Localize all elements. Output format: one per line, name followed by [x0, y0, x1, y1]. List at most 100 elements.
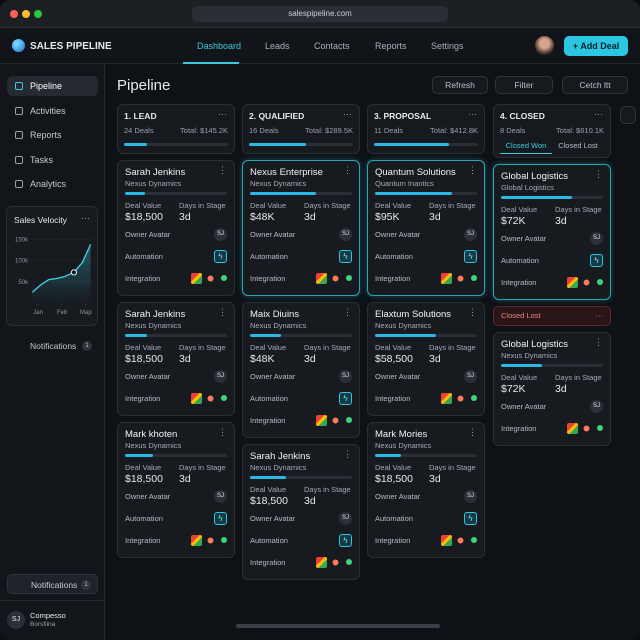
- hubspot-icon: [205, 272, 216, 284]
- menu-item[interactable]: Analytics: [7, 174, 98, 194]
- deal-card[interactable]: ⋮ Mark khoten Nexus Dynamics Deal Value $18,…: [117, 422, 235, 558]
- nav-item[interactable]: Settings: [431, 41, 464, 51]
- deal-card[interactable]: ⋮ Sarah Jenkins Nexus Dynamics Deal Value $1…: [117, 302, 235, 416]
- card-row: Owner Avatar SJ: [250, 507, 352, 529]
- menu-label: Reports: [30, 130, 62, 140]
- lost-menu[interactable]: ···: [595, 311, 604, 320]
- progress-fill: [250, 192, 317, 195]
- card-menu[interactable]: ⋮: [594, 169, 603, 179]
- column-stats: 11 Deals Total: $412.8K: [374, 126, 478, 135]
- automation-icon[interactable]: ϟ: [590, 253, 603, 267]
- progress-track: [125, 334, 227, 337]
- card-menu[interactable]: ⋮: [343, 165, 352, 175]
- column-menu[interactable]: ···: [343, 109, 352, 119]
- deal-field: Deal Value $72K: [501, 373, 555, 395]
- automation-icon[interactable]: ϟ: [464, 511, 477, 525]
- column-menu[interactable]: ···: [218, 109, 227, 119]
- menu-label: Pipeline: [30, 81, 63, 91]
- widget-menu[interactable]: ···: [81, 213, 90, 223]
- y-tick-label: 100k: [15, 259, 29, 265]
- column-menu[interactable]: ···: [594, 109, 603, 119]
- automation-icon[interactable]: ϟ: [339, 249, 352, 263]
- url-bar[interactable]: salespipeline.com: [192, 6, 448, 22]
- tab[interactable]: Closed Lost: [558, 141, 598, 150]
- card-menu[interactable]: ⋮: [218, 307, 227, 317]
- card-menu[interactable]: ⋮: [468, 427, 477, 437]
- field-label: Days in Stage: [304, 201, 351, 210]
- deal-card[interactable]: ⋮ Mark Mories Nexus Dynamics Deal Value $18,…: [367, 422, 485, 558]
- bottom-notifications[interactable]: Notifications 1: [7, 574, 98, 594]
- card-menu[interactable]: ⋮: [468, 307, 477, 317]
- field-label: Deal Value: [375, 201, 412, 210]
- gmail-icon: [441, 272, 452, 284]
- automation-icon[interactable]: ϟ: [214, 511, 227, 525]
- nav-item[interactable]: Reports: [375, 41, 407, 51]
- tab[interactable]: Closed Won: [500, 141, 552, 154]
- notifications[interactable]: Notifications 1: [7, 336, 98, 356]
- nav-item[interactable]: Contacts: [314, 41, 350, 51]
- row-label: Automation: [501, 255, 539, 265]
- days-value: 3d: [179, 211, 191, 223]
- velocity-point: [70, 269, 78, 276]
- column-menu[interactable]: ···: [468, 109, 477, 119]
- user-avatar[interactable]: [535, 36, 554, 55]
- card-row: Owner Avatar SJ: [125, 223, 227, 245]
- browser-bar: salespipeline.com: [0, 0, 640, 28]
- action-button[interactable]: Filter: [495, 76, 553, 94]
- menu-item[interactable]: Tasks: [7, 150, 98, 170]
- add-deal-button[interactable]: + Add Deal: [564, 36, 628, 56]
- nav-item[interactable]: Leads: [265, 41, 290, 51]
- column-progress: [249, 143, 353, 146]
- deal-card[interactable]: ⋮ Quantum Solutions Quantum Inantics Deal V…: [367, 160, 485, 296]
- row-label: Owner Avatar: [375, 371, 421, 381]
- action-button[interactable]: Cetch ltt: [562, 76, 628, 94]
- menu-item[interactable]: Activities: [7, 101, 98, 121]
- row-label: Integration: [250, 415, 286, 425]
- deal-card[interactable]: ⋮ Global Logistics Global Logistics Deal Va…: [493, 164, 611, 300]
- hubspot-icon: [205, 534, 216, 546]
- card-row: Automation ϟ: [250, 245, 352, 267]
- hubspot-icon: [455, 272, 466, 284]
- fields: Deal Value $48K Days in Stage 3d: [250, 201, 352, 223]
- user-initials: SJ: [7, 611, 25, 629]
- scrollbar[interactable]: [236, 624, 440, 628]
- sales-velocity-widget: Sales Velocity ··· 150k 100k 50k Jan Feb Map: [6, 206, 98, 326]
- close[interactable]: [10, 10, 18, 18]
- deal-card[interactable]: ⋮ Maix Diuins Nexus Dynamics Deal Value $48K…: [242, 302, 360, 438]
- menu-item[interactable]: Reports: [7, 125, 98, 145]
- card-menu[interactable]: ⋮: [343, 307, 352, 317]
- deal-card[interactable]: ⋮ Elaxtum Solutions Nexus Dynamics Deal Val…: [367, 302, 485, 416]
- column-stats: 24 Deals Total: $145.2K: [124, 126, 228, 135]
- owner-avatar: SJ: [339, 369, 352, 383]
- add-column[interactable]: [620, 106, 636, 124]
- deal-value: $48K: [250, 353, 275, 365]
- nav-item[interactable]: Dashboard: [197, 41, 242, 51]
- column-stats: 16 Deals Total: $289.5K: [249, 126, 353, 135]
- automation-icon[interactable]: ϟ: [339, 533, 352, 547]
- card-menu[interactable]: ⋮: [468, 165, 477, 175]
- deal-card[interactable]: ⋮ Nexus Enterprise Nexus Dynamics Deal Valu…: [242, 160, 360, 296]
- zoom[interactable]: [34, 10, 42, 18]
- automation-icon[interactable]: ϟ: [214, 249, 227, 263]
- status-dot: [597, 279, 603, 285]
- card-menu[interactable]: ⋮: [218, 427, 227, 437]
- deal-card[interactable]: ⋮ Global Logistics Nexus Dynamics Deal Valu…: [493, 332, 611, 446]
- deal-card[interactable]: ⋮ Sarah Jenkins Nexus Dynamics Deal Value $1…: [117, 160, 235, 296]
- automation-icon[interactable]: ϟ: [464, 249, 477, 263]
- menu-icon: [15, 155, 23, 164]
- automation-icon[interactable]: ϟ: [339, 391, 352, 405]
- card-menu[interactable]: ⋮: [218, 165, 227, 175]
- user-panel[interactable]: SJ Compesso Borsfiina: [0, 600, 104, 640]
- hubspot-icon: [455, 392, 466, 404]
- menu-item[interactable]: Pipeline: [7, 76, 98, 96]
- minimize[interactable]: [22, 10, 30, 18]
- card-row: Integration: [125, 529, 227, 551]
- card-row: Automation ϟ: [375, 245, 477, 267]
- integrations: [438, 392, 477, 404]
- card-menu[interactable]: ⋮: [343, 449, 352, 459]
- integrations: [188, 534, 227, 546]
- column-progress: [124, 143, 228, 146]
- card-menu[interactable]: ⋮: [594, 337, 603, 347]
- action-button[interactable]: Refresh: [432, 76, 488, 94]
- deal-card[interactable]: ⋮ Sarah Jenkins Nexus Dynamics Deal Value $1…: [242, 444, 360, 580]
